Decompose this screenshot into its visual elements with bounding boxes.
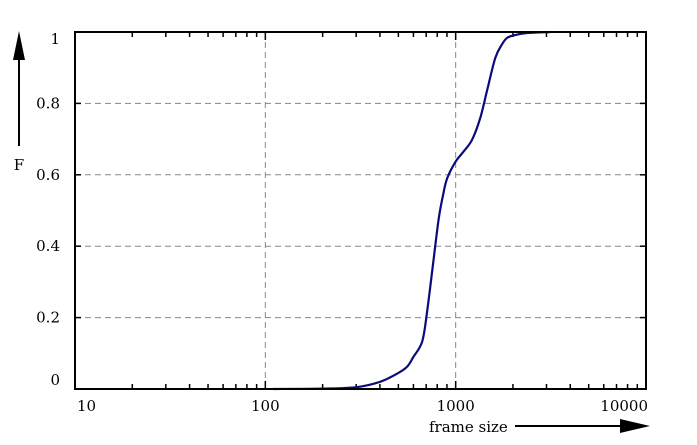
y-axis-arrow: F bbox=[13, 31, 25, 174]
x-tick-label: 100 bbox=[251, 397, 280, 415]
grid bbox=[75, 32, 646, 389]
x-tick-label: 10 bbox=[77, 397, 96, 415]
plot-frame bbox=[74, 31, 647, 390]
tick-labels: 10 100 1000 10000 0 0.2 0.4 0.6 0.8 1 bbox=[36, 30, 648, 415]
y-tick-label: 0.8 bbox=[36, 94, 60, 112]
x-axis-label: frame size bbox=[429, 418, 508, 436]
arrow-right-icon bbox=[620, 419, 650, 433]
series bbox=[273, 30, 551, 391]
x-tick-label: 1000 bbox=[437, 397, 475, 415]
y-axis-label: F bbox=[14, 156, 24, 174]
cdf-line bbox=[273, 30, 551, 391]
arrow-up-icon bbox=[13, 31, 25, 60]
y-tick-label: 0.4 bbox=[36, 237, 60, 255]
y-tick-label: 0 bbox=[50, 371, 60, 389]
x-axis-arrow: frame size bbox=[429, 418, 650, 436]
y-tick-label: 1 bbox=[50, 30, 60, 48]
ticks bbox=[75, 31, 646, 390]
y-tick-label: 0.6 bbox=[36, 166, 60, 184]
x-tick-label: 10000 bbox=[600, 397, 648, 415]
y-tick-label: 0.2 bbox=[36, 309, 60, 327]
